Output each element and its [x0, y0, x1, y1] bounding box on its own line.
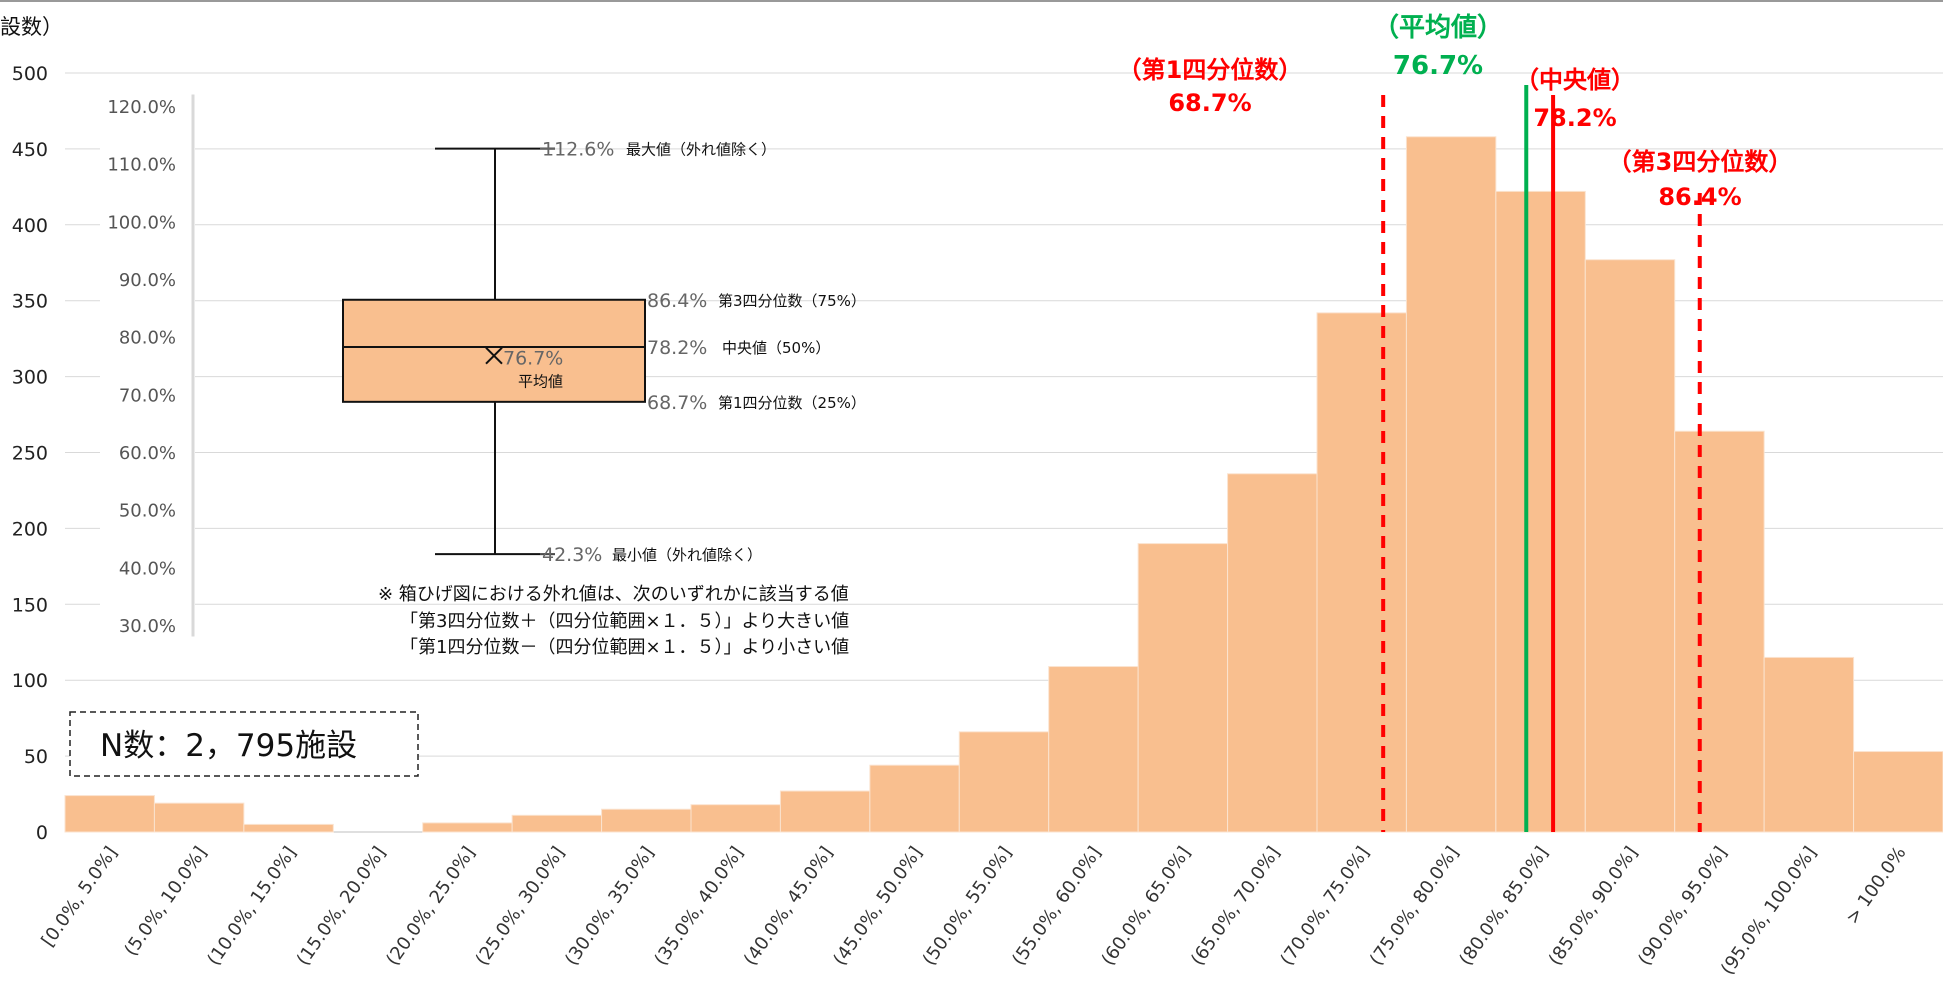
y-axis-label: 設数）	[0, 15, 63, 39]
outlier-note-line: 「第3四分位数＋（四分位範囲×１．５）」より大きい値	[400, 611, 849, 632]
y-tick-label: 350	[12, 291, 48, 313]
y-tick-label: 500	[12, 63, 48, 85]
boxplot-value-label: 86.4%	[647, 290, 707, 312]
boxplot-axis-tick: 30.0%	[119, 616, 176, 637]
histogram-bar	[1048, 666, 1139, 833]
x-tick-label: (25.0%, 30.0%]	[472, 843, 569, 970]
y-tick-label: 200	[12, 518, 48, 540]
histogram-bar	[1227, 473, 1318, 833]
boxplot-axis-tick: 120.0%	[107, 97, 176, 118]
reference-line-value: 78.2%	[1533, 104, 1616, 132]
reference-lines: （第1四分位数） 68.7% （平均値） 76.7% （中央値） 78.2% （第3四分位数…	[1118, 13, 1793, 832]
reference-line-value: 68.7%	[1168, 89, 1251, 117]
boxplot-axis-tick: 40.0%	[119, 558, 176, 579]
x-tick-label: (75.0%, 80.0%]	[1366, 843, 1463, 970]
boxplot-value-label: 78.2%	[647, 337, 707, 359]
boxplot-axis-tick: 90.0%	[119, 270, 176, 291]
boxplot-mean-marker	[485, 346, 503, 365]
boxplot-text-label: 第1四分位数（25%）	[718, 394, 866, 412]
histogram-bar	[243, 823, 334, 833]
reference-line-value: 86.4%	[1658, 183, 1741, 211]
boxplot-axis-tick: 60.0%	[119, 443, 176, 464]
y-tick-label: 0	[36, 822, 48, 844]
x-tick-label: (70.0%, 75.0%]	[1276, 843, 1373, 970]
boxplot-mean-label: 平均値	[518, 373, 563, 391]
histogram-bar	[1853, 751, 1943, 833]
histogram-bar	[601, 808, 692, 833]
histogram-bar	[1137, 543, 1229, 833]
y-axis-ticks: 0 50 100 150 200 250 300 350 400 450 500	[12, 63, 48, 844]
x-tick-label: (10.0%, 15.0%]	[203, 843, 300, 970]
x-tick-label: (40.0%, 45.0%]	[740, 843, 837, 970]
boxplot-box	[342, 298, 646, 403]
x-tick-label: (90.0%, 95.0%]	[1634, 843, 1731, 970]
n-count-frame	[69, 711, 419, 777]
histogram-bar	[1763, 656, 1855, 833]
boxplot-text-label: 最小値（外れ値除く）	[612, 546, 762, 564]
x-tick-label: (80.0%, 85.0%]	[1455, 843, 1552, 970]
histogram-bars	[64, 136, 1943, 833]
boxplot-axis-tick: 70.0%	[119, 385, 176, 406]
x-tick-label: (85.0%, 90.0%]	[1545, 843, 1642, 970]
histogram-bar	[1316, 312, 1407, 833]
histogram-bar	[779, 790, 871, 833]
y-tick-label: 250	[12, 443, 48, 465]
histogram-bar	[869, 764, 960, 833]
inset-boxplot: 120.0% 110.0% 100.0% 90.0% 80.0% 70.0% 60.0% 50…	[100, 94, 866, 637]
y-tick-label: 300	[12, 367, 48, 389]
outlier-note-line: ※ 箱ひげ図における外れ値は、次のいずれかに該当する値	[378, 584, 849, 605]
y-tick-label: 150	[12, 594, 48, 616]
x-tick-label: (45.0%, 50.0%]	[829, 843, 926, 970]
x-tick-label: (20.0%, 25.0%]	[382, 843, 479, 970]
histogram-bar	[153, 802, 245, 833]
x-tick-label: (35.0%, 40.0%]	[650, 843, 747, 970]
reference-line-label: （第3四分位数）	[1608, 148, 1793, 176]
reference-line-value: 76.7%	[1393, 51, 1483, 81]
boxplot-value-label: 112.6%	[542, 139, 614, 161]
histogram-bar	[958, 731, 1050, 833]
histogram-bar	[690, 804, 781, 833]
reference-line-label: （第1四分位数）	[1118, 56, 1303, 84]
y-tick-label: 100	[12, 670, 48, 692]
boxplot-text-label: 最大値（外れ値除く）	[626, 141, 776, 159]
reference-line-label: （中央値）	[1515, 66, 1635, 94]
boxplot-axis-background	[100, 94, 195, 637]
boxplot-mean-value: 76.7%	[503, 348, 563, 370]
n-count-box: N数：2，795施設	[69, 711, 419, 777]
y-tick-label: 50	[24, 746, 48, 768]
x-tick-label: > 100.0%	[1842, 843, 1911, 928]
boxplot-value-label: 42.3%	[542, 544, 602, 566]
histogram-bar	[422, 822, 513, 833]
histogram-bar	[511, 814, 603, 833]
histogram-bar	[1674, 430, 1765, 833]
x-tick-label: (15.0%, 20.0%]	[293, 843, 390, 970]
boxplot-text-label: 中央値（50%）	[722, 339, 830, 357]
x-axis-ticks: [0.0%, 5.0%](5.0%, 10.0%](10.0%, 15.0%](…	[38, 843, 1911, 979]
x-tick-label: (5.0%, 10.0%]	[120, 843, 211, 960]
histogram-bar	[1405, 136, 1497, 833]
x-tick-label: (55.0%, 60.0%]	[1008, 843, 1105, 970]
boxplot-axis-tick: 100.0%	[107, 212, 176, 233]
boxplot-axis-tick: 80.0%	[119, 328, 176, 349]
x-tick-label: (50.0%, 55.0%]	[919, 843, 1016, 970]
boxplot-axis-tick: 110.0%	[107, 155, 176, 176]
outlier-note: ※ 箱ひげ図における外れ値は、次のいずれかに該当する値「第3四分位数＋（四分位範…	[378, 584, 849, 658]
x-tick-label: [0.0%, 5.0%]	[38, 843, 122, 951]
boxplot-text-label: 第3四分位数（75%）	[718, 292, 866, 310]
y-tick-label: 450	[12, 139, 48, 161]
boxplot-value-label: 68.7%	[647, 392, 707, 414]
x-tick-label: (65.0%, 70.0%]	[1187, 843, 1284, 970]
histogram-bar	[1584, 259, 1676, 833]
n-count-label: N数：2，795施設	[100, 728, 357, 764]
reference-line-label: （平均値）	[1373, 13, 1503, 43]
histogram-bar	[1495, 190, 1586, 833]
x-tick-label: (60.0%, 65.0%]	[1098, 843, 1195, 970]
boxplot-axis-tick: 50.0%	[119, 501, 176, 522]
y-tick-label: 400	[12, 215, 48, 237]
histogram-bar	[64, 795, 155, 833]
x-tick-label: (30.0%, 35.0%]	[561, 843, 658, 970]
outlier-note-line: 「第1四分位数－（四分位範囲×１．５）」より小さい値	[400, 637, 849, 658]
x-tick-label: (95.0%, 100.0%]	[1717, 843, 1821, 979]
